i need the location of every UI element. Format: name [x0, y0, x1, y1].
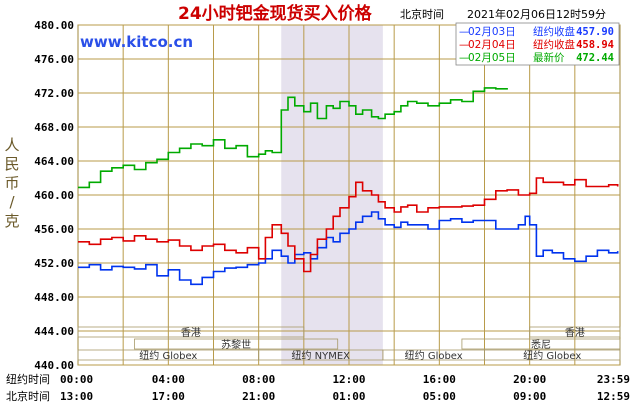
y-tick-label: 472.00 — [34, 87, 74, 100]
session-bar — [77, 326, 305, 338]
x-row-label-bj: 北京时间 — [6, 389, 50, 403]
session-label: 悉尼 — [531, 339, 551, 351]
watermark: www.kitco.cn — [80, 33, 193, 51]
x-tick-bj: 12:59 — [597, 390, 630, 403]
session-label: 纽约 Globex — [523, 349, 581, 362]
legend-date: 02月04日 — [468, 39, 516, 51]
legend-box — [455, 22, 620, 66]
legend-prefix: — — [459, 26, 470, 38]
session-bar — [484, 349, 621, 361]
x-tick-bj: 21:00 — [242, 390, 275, 403]
y-label-char: / — [9, 193, 15, 211]
y-tick-label: 480.00 — [34, 19, 74, 32]
x-tick-ny: 04:00 — [152, 373, 185, 386]
legend-date: 02月05日 — [468, 52, 516, 64]
x-tick-bj: 01:00 — [332, 390, 365, 403]
y-tick-label: 476.00 — [34, 53, 74, 66]
x-tick-bj: 13:00 — [60, 390, 93, 403]
y-tick-label: 464.00 — [34, 155, 74, 168]
x-tick-bj: 05:00 — [423, 390, 456, 403]
legend-label: 最新价 — [533, 51, 565, 64]
y-label-char: 币 — [4, 174, 19, 192]
x-row-label-ny: 纽约时间 — [6, 372, 50, 386]
y-axis-label: 人民币/克 — [4, 136, 19, 230]
x-tick-bj: 17:00 — [152, 390, 185, 403]
timestamp: 2021年02月06日12时59分 — [467, 7, 606, 21]
y-tick-label: 444.00 — [34, 325, 74, 338]
session-label: 苏黎世 — [221, 338, 251, 351]
legend-value: 457.90 — [576, 26, 614, 38]
y-tick-label: 448.00 — [34, 291, 74, 304]
legend-prefix: — — [459, 39, 470, 51]
legend-value: 458.94 — [576, 39, 614, 51]
y-tick-label: 440.00 — [34, 359, 74, 372]
series-line-2 — [78, 177, 619, 273]
x-tick-bj: 09:00 — [513, 390, 546, 403]
chart-title: 24小时钯金现货买入价格 — [178, 3, 373, 24]
x-tick-ny: 00:00 — [60, 373, 93, 386]
session-label: 香港 — [181, 327, 201, 339]
y-tick-label: 468.00 — [34, 121, 74, 134]
legend-value: 472.44 — [576, 52, 614, 64]
legend-label: 纽约收盘 — [533, 25, 575, 38]
legend-label: 纽约收盘 — [533, 38, 575, 51]
session-bar — [134, 338, 339, 350]
y-label-char: 人 — [4, 136, 19, 154]
series-line-3 — [78, 87, 508, 189]
legend-date: 02月03日 — [468, 26, 516, 38]
y-tick-label: 460.00 — [34, 189, 74, 202]
y-tick-label: 452.00 — [34, 257, 74, 270]
session-bar — [461, 338, 621, 350]
session-bar — [529, 326, 621, 338]
timestamp-label: 北京时间 — [400, 7, 444, 21]
x-tick-ny: 23:59 — [597, 373, 630, 386]
y-label-char: 民 — [4, 155, 19, 173]
session-label: 香港 — [565, 327, 585, 339]
session-label: 纽约 Globex — [139, 349, 197, 362]
y-tick-label: 456.00 — [34, 223, 74, 236]
y-axis-ticks: 440.00 444.00 448.00 452.00 456.00 460.00 464.… — [34, 19, 74, 372]
legend-prefix: — — [459, 52, 470, 64]
x-tick-ny: 12:00 — [332, 373, 365, 386]
price-series — [78, 87, 619, 286]
x-tick-ny: 16:00 — [423, 373, 456, 386]
y-label-char: 克 — [4, 212, 19, 230]
session-label: 纽约 NYMEX — [291, 349, 350, 362]
x-tick-ny: 20:00 — [513, 373, 546, 386]
x-tick-ny: 08:00 — [242, 373, 275, 386]
series-line-1 — [78, 211, 619, 286]
legend: —02月03日 纽约收盘 457.90—02月04日 纽约收盘 458.94—02月05… — [455, 22, 620, 66]
session-label: 纽约 Globex — [405, 349, 463, 362]
gridlines — [78, 24, 620, 366]
